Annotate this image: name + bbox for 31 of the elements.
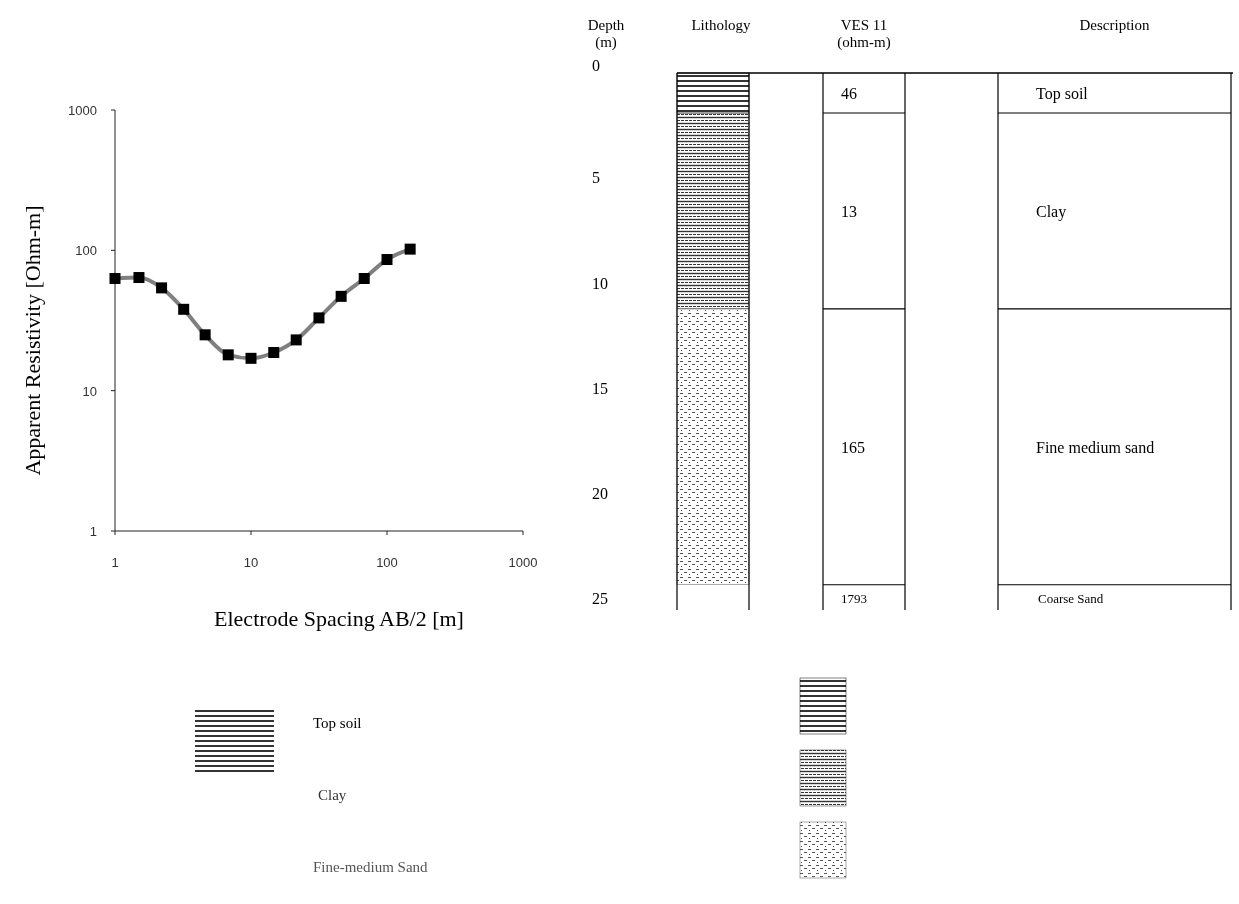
y-axis-title: Depth (m) [587, 17, 625, 51]
x-tick-label: 1000 [508, 555, 538, 570]
y-tick-label: 100 [75, 243, 97, 259]
y-axis-title: Apparent Resistivity [Ohm-m] [20, 205, 45, 476]
annotation: Coarse Sand [1038, 591, 1104, 607]
x-tick-label: 1 [111, 555, 119, 570]
y-tick-label: 25 [592, 590, 608, 608]
annotation: 165 [841, 438, 865, 456]
x-tick-label: VES 11 (ohm-m) [837, 17, 891, 51]
y-tick-label: 0 [592, 57, 600, 74]
annotation: Top soil [1036, 85, 1089, 104]
y-tick-label: 20 [592, 485, 608, 503]
annotation: 46 [841, 85, 857, 103]
y-tick-label: 5 [592, 169, 600, 187]
text: Fine-medium Sand [313, 859, 429, 875]
annotation: 1793 [841, 591, 867, 607]
annotation: Clay [1036, 202, 1067, 221]
y-tick-label: 1 [89, 524, 97, 539]
annotation: Fine medium sand [1036, 438, 1155, 456]
x-tick-label: 100 [376, 555, 398, 570]
text: Clay [318, 787, 347, 803]
y-tick-label: 1000 [68, 103, 97, 118]
x-tick-label: Lithology [691, 17, 752, 33]
text: Top soil [313, 715, 362, 731]
x-tick-label: Description [1079, 17, 1150, 33]
x-axis-title: Electrode Spacing AB/2 [m] [214, 606, 464, 631]
y-tick-label: 15 [592, 379, 608, 397]
annotation: 13 [841, 202, 857, 220]
y-tick-label: 10 [592, 274, 608, 292]
x-tick-label: 10 [243, 555, 259, 570]
y-tick-label: 10 [82, 383, 97, 399]
